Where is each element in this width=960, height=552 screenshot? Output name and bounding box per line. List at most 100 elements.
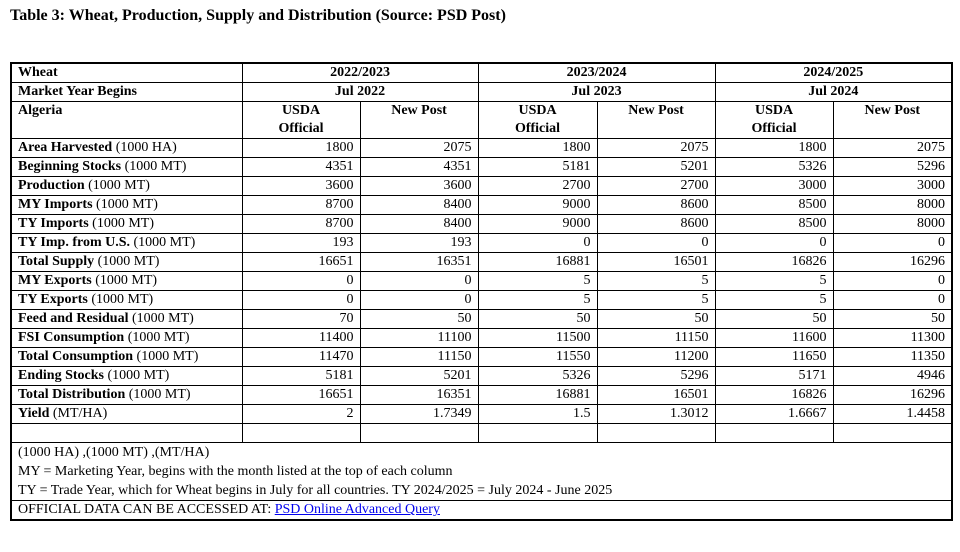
- table-row: Beginning Stocks (1000 MT) 4351 4351 5181 52…: [10, 157, 953, 177]
- row-label-name: Beginning Stocks: [18, 159, 122, 174]
- row-label-name: TY Imports: [18, 216, 89, 231]
- cell-value: 3600: [241, 176, 361, 196]
- cell-value: 16881: [477, 385, 598, 405]
- cell-value: 16296: [832, 385, 953, 405]
- cell-value: 0: [241, 271, 361, 291]
- market-year-label-cell: Market Year Begins: [10, 82, 243, 102]
- cell-value: 5: [596, 271, 716, 291]
- empty-cell: [477, 423, 598, 443]
- row-label: TY Imports (1000 MT): [10, 214, 243, 234]
- row-label-name: TY Exports: [18, 292, 88, 307]
- cell-value: 8400: [359, 195, 479, 215]
- row-label-name: Total Distribution: [18, 387, 126, 402]
- cell-value: 1.5: [477, 404, 598, 424]
- empty-cell: [596, 423, 716, 443]
- cell-value: 5296: [596, 366, 716, 386]
- cell-value: 11600: [714, 328, 834, 348]
- cell-value: 1.3012: [596, 404, 716, 424]
- table-row: TY Imp. from U.S. (1000 MT) 193 193 0 0 0 0: [10, 233, 953, 253]
- year-header-2024-2025: 2024/2025: [714, 62, 953, 83]
- footnote-units: (1000 HA) ,(1000 MT) ,(MT/HA): [18, 445, 210, 460]
- cell-value: 11400: [241, 328, 361, 348]
- table-row: MY Exports (1000 MT) 0 0 5 5 5 0: [10, 271, 953, 291]
- cell-value: 3000: [714, 176, 834, 196]
- cell-value: 8500: [714, 214, 834, 234]
- cell-value: 11350: [832, 347, 953, 367]
- cell-value: 16351: [359, 385, 479, 405]
- psd-online-advanced-query-link[interactable]: PSD Online Advanced Query: [274, 502, 440, 517]
- table-row: TY Imports (1000 MT) 8700 8400 9000 8600 8500…: [10, 214, 953, 234]
- sub-header-new-post-3: New Post: [832, 101, 953, 139]
- row-label: Total Consumption (1000 MT): [10, 347, 243, 367]
- commodity-row: Wheat 2022/2023 2023/2024 2024/2025: [10, 62, 953, 83]
- cell-value: 16651: [241, 385, 361, 405]
- row-label-name: Total Supply: [18, 254, 95, 269]
- official-data-prefix: OFFICIAL DATA CAN BE ACCESSED AT:: [18, 502, 275, 517]
- cell-value: 11550: [477, 347, 598, 367]
- cell-value: 11650: [714, 347, 834, 367]
- row-label: TY Imp. from U.S. (1000 MT): [10, 233, 243, 253]
- official-data-row: OFFICIAL DATA CAN BE ACCESSED AT: PSD On…: [10, 500, 953, 521]
- year-header-2022-2023: 2022/2023: [241, 62, 479, 83]
- cell-value: 16651: [241, 252, 361, 272]
- row-label-name: MY Exports: [18, 273, 92, 288]
- cell-value: 50: [832, 309, 953, 329]
- row-label: Beginning Stocks (1000 MT): [10, 157, 243, 177]
- cell-value: 5: [596, 290, 716, 310]
- footnote-row: (1000 HA) ,(1000 MT) ,(MT/HA) MY = Marke…: [10, 442, 953, 501]
- cell-value: 70: [241, 309, 361, 329]
- table-title: Table 3: Wheat, Production, Supply and D…: [10, 7, 506, 24]
- table-row: Yield (MT/HA) 2 1.7349 1.5 1.3012 1.6667 1.445…: [10, 404, 953, 424]
- cell-value: 2075: [359, 138, 479, 158]
- market-year-begins-2: Jul 2023: [477, 82, 716, 102]
- sub-header-usda-official-1: USDA Official: [241, 101, 361, 139]
- row-label: Total Supply (1000 MT): [10, 252, 243, 272]
- cell-value: 0: [596, 233, 716, 253]
- cell-value: 3000: [832, 176, 953, 196]
- cell-value: 1800: [241, 138, 361, 158]
- cell-value: 4351: [359, 157, 479, 177]
- cell-value: 50: [359, 309, 479, 329]
- cell-value: 5: [477, 290, 598, 310]
- sub-header-new-post-1: New Post: [359, 101, 479, 139]
- cell-value: 8600: [596, 195, 716, 215]
- row-label-name: FSI Consumption: [18, 330, 125, 345]
- empty-cell: [241, 423, 361, 443]
- cell-value: 1800: [714, 138, 834, 158]
- cell-value: 193: [241, 233, 361, 253]
- cell-value: 4946: [832, 366, 953, 386]
- country-cell: Algeria: [10, 101, 243, 139]
- sub-header-new-post-2: New Post: [596, 101, 716, 139]
- cell-value: 5326: [714, 157, 834, 177]
- empty-cell: [714, 423, 834, 443]
- row-label: Yield (MT/HA): [10, 404, 243, 424]
- empty-cell: [832, 423, 953, 443]
- cell-value: 11300: [832, 328, 953, 348]
- cell-value: 8400: [359, 214, 479, 234]
- cell-value: 11150: [359, 347, 479, 367]
- row-label-name: Total Consumption: [18, 349, 134, 364]
- empty-cell: [10, 423, 243, 443]
- psd-table: Wheat 2022/2023 2023/2024 2024/2025 Mark…: [10, 62, 954, 521]
- cell-value: 16881: [477, 252, 598, 272]
- row-label: Total Distribution (1000 MT): [10, 385, 243, 405]
- row-label-name: Feed and Residual: [18, 311, 129, 326]
- row-label-name: Production: [18, 178, 85, 193]
- market-year-begins-3: Jul 2024: [714, 82, 953, 102]
- cell-value: 16351: [359, 252, 479, 272]
- row-label: Production (1000 MT): [10, 176, 243, 196]
- row-label: FSI Consumption (1000 MT): [10, 328, 243, 348]
- cell-value: 8000: [832, 214, 953, 234]
- commodity-cell: Wheat: [10, 62, 243, 83]
- cell-value: 0: [359, 271, 479, 291]
- cell-value: 16501: [596, 252, 716, 272]
- row-label-name: Area Harvested: [18, 140, 113, 155]
- cell-value: 0: [832, 290, 953, 310]
- table-header: Wheat 2022/2023 2023/2024 2024/2025 Mark…: [10, 62, 953, 139]
- row-label-name: Ending Stocks: [18, 368, 104, 383]
- cell-value: 0: [241, 290, 361, 310]
- sub-header-usda-official-2: USDA Official: [477, 101, 598, 139]
- cell-value: 5201: [359, 366, 479, 386]
- cell-value: 9000: [477, 195, 598, 215]
